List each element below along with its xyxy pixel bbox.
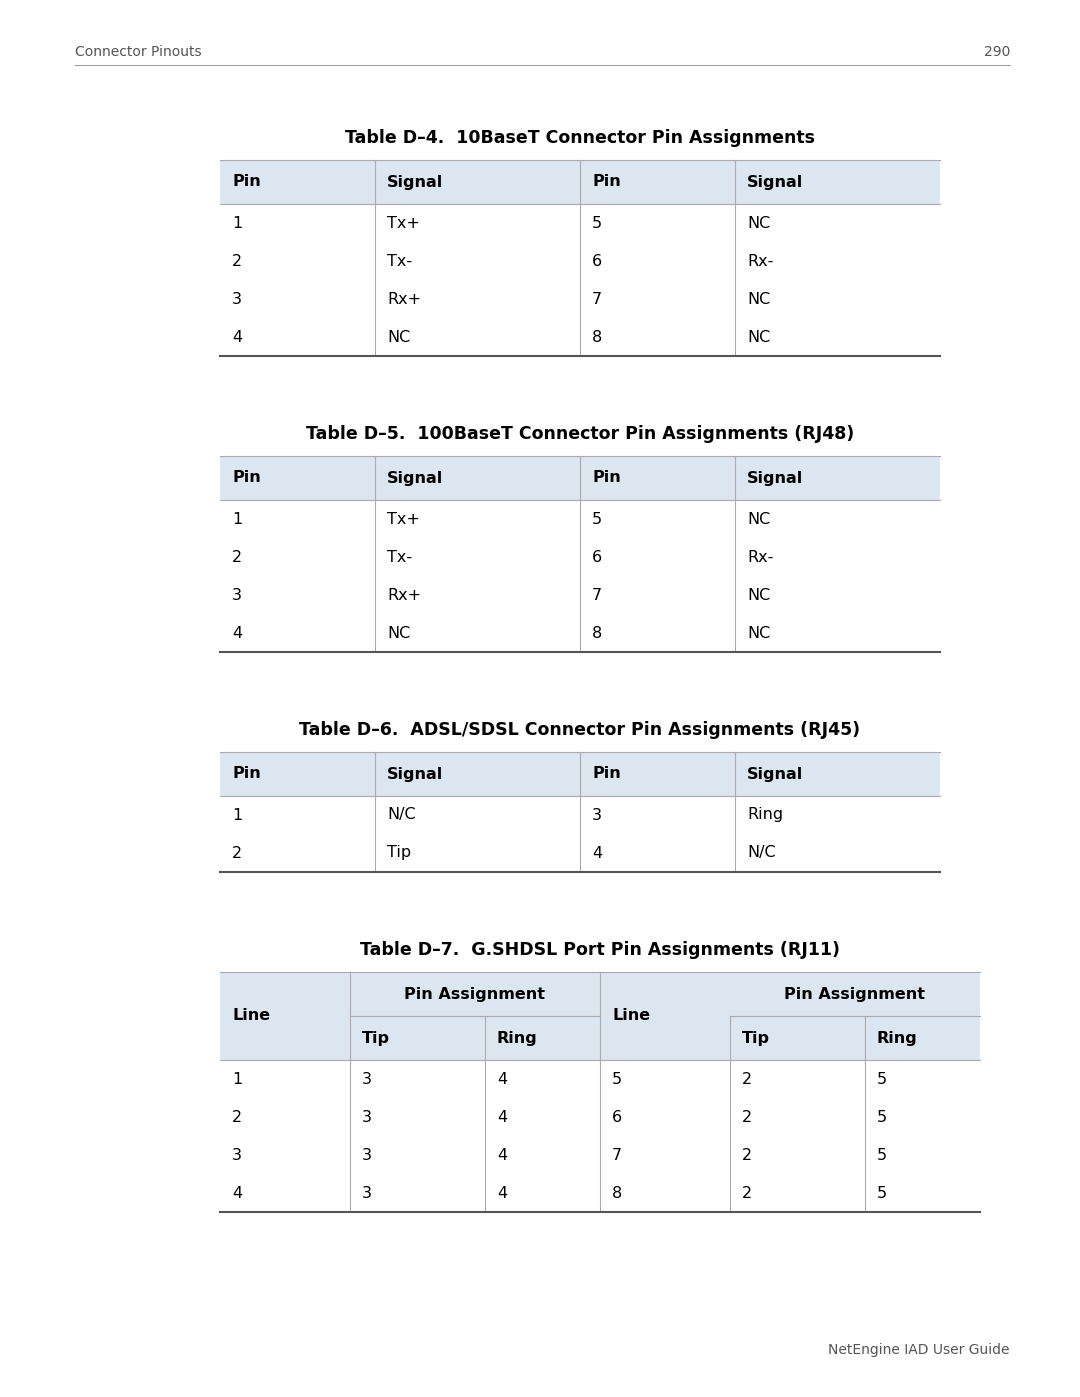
- Text: Ring: Ring: [747, 807, 783, 823]
- Text: 4: 4: [497, 1186, 508, 1200]
- Text: Pin: Pin: [232, 767, 260, 781]
- Text: Tip: Tip: [742, 1031, 770, 1045]
- Text: 290: 290: [984, 45, 1010, 59]
- Text: 1: 1: [232, 807, 242, 823]
- Text: Rx-: Rx-: [747, 253, 773, 268]
- Text: 2: 2: [742, 1147, 752, 1162]
- Text: 5: 5: [877, 1071, 887, 1087]
- Text: 1: 1: [232, 511, 242, 527]
- Text: Tip: Tip: [362, 1031, 390, 1045]
- Text: 5: 5: [877, 1186, 887, 1200]
- Text: 2: 2: [232, 845, 242, 861]
- Text: 4: 4: [232, 626, 242, 640]
- Text: NC: NC: [747, 215, 770, 231]
- Text: 5: 5: [612, 1071, 622, 1087]
- Text: Pin: Pin: [592, 767, 621, 781]
- Text: NC: NC: [747, 588, 770, 602]
- Text: Signal: Signal: [387, 175, 443, 190]
- Text: Connector Pinouts: Connector Pinouts: [75, 45, 202, 59]
- Text: 4: 4: [232, 330, 242, 345]
- Text: Ring: Ring: [497, 1031, 538, 1045]
- Text: Signal: Signal: [747, 471, 804, 486]
- Text: Table D–7.  G.SHDSL Port Pin Assignments (RJ11): Table D–7. G.SHDSL Port Pin Assignments …: [360, 942, 840, 958]
- Text: N/C: N/C: [747, 845, 775, 861]
- Text: 5: 5: [877, 1147, 887, 1162]
- Bar: [220, 161, 940, 204]
- Text: 2: 2: [742, 1109, 752, 1125]
- Text: Table D–4.  10BaseT Connector Pin Assignments: Table D–4. 10BaseT Connector Pin Assignm…: [345, 129, 815, 147]
- Text: Table D–5.  100BaseT Connector Pin Assignments (RJ48): Table D–5. 100BaseT Connector Pin Assign…: [306, 425, 854, 443]
- Text: Signal: Signal: [387, 767, 443, 781]
- Text: Signal: Signal: [387, 471, 443, 486]
- Text: NC: NC: [747, 330, 770, 345]
- Text: 3: 3: [362, 1186, 372, 1200]
- Text: 5: 5: [592, 215, 603, 231]
- Text: Pin Assignment: Pin Assignment: [405, 986, 545, 1002]
- Text: 3: 3: [232, 292, 242, 306]
- Text: 4: 4: [497, 1147, 508, 1162]
- Text: 6: 6: [592, 253, 603, 268]
- Text: 2: 2: [232, 549, 242, 564]
- Text: 5: 5: [592, 511, 603, 527]
- Bar: [220, 752, 940, 796]
- Text: 6: 6: [612, 1109, 622, 1125]
- Text: NC: NC: [387, 330, 410, 345]
- Text: Tx-: Tx-: [387, 253, 413, 268]
- Text: Tip: Tip: [387, 845, 411, 861]
- Text: Tx+: Tx+: [387, 511, 420, 527]
- Text: Rx-: Rx-: [747, 549, 773, 564]
- Text: 3: 3: [362, 1071, 372, 1087]
- Text: 4: 4: [592, 845, 603, 861]
- Text: 3: 3: [232, 588, 242, 602]
- Text: Tx+: Tx+: [387, 215, 420, 231]
- Text: 8: 8: [592, 626, 603, 640]
- Text: 1: 1: [232, 1071, 242, 1087]
- Text: NC: NC: [387, 626, 410, 640]
- Text: 2: 2: [742, 1186, 752, 1200]
- Text: 4: 4: [497, 1071, 508, 1087]
- Text: 7: 7: [612, 1147, 622, 1162]
- Text: Pin: Pin: [592, 471, 621, 486]
- Text: 3: 3: [362, 1109, 372, 1125]
- Text: Rx+: Rx+: [387, 292, 421, 306]
- Text: N/C: N/C: [387, 807, 416, 823]
- Text: Ring: Ring: [877, 1031, 918, 1045]
- Text: 4: 4: [232, 1186, 242, 1200]
- Text: 2: 2: [232, 253, 242, 268]
- Text: 4: 4: [497, 1109, 508, 1125]
- Text: 3: 3: [592, 807, 602, 823]
- Text: Rx+: Rx+: [387, 588, 421, 602]
- Text: 3: 3: [232, 1147, 242, 1162]
- Text: Pin: Pin: [232, 175, 260, 190]
- Text: Pin: Pin: [592, 175, 621, 190]
- Text: Pin Assignment: Pin Assignment: [784, 986, 926, 1002]
- Text: 3: 3: [362, 1147, 372, 1162]
- Text: Line: Line: [612, 1009, 650, 1024]
- Text: Tx-: Tx-: [387, 549, 413, 564]
- Bar: [220, 972, 980, 1060]
- Text: Signal: Signal: [747, 175, 804, 190]
- Text: Line: Line: [232, 1009, 270, 1024]
- Text: 7: 7: [592, 292, 603, 306]
- Text: 6: 6: [592, 549, 603, 564]
- Text: 1: 1: [232, 215, 242, 231]
- Text: 8: 8: [592, 330, 603, 345]
- Text: NC: NC: [747, 511, 770, 527]
- Text: NetEngine IAD User Guide: NetEngine IAD User Guide: [828, 1343, 1010, 1356]
- Text: 2: 2: [742, 1071, 752, 1087]
- Text: Signal: Signal: [747, 767, 804, 781]
- Text: 8: 8: [612, 1186, 622, 1200]
- Text: 7: 7: [592, 588, 603, 602]
- Text: NC: NC: [747, 292, 770, 306]
- Bar: [220, 455, 940, 500]
- Text: Pin: Pin: [232, 471, 260, 486]
- Text: Table D–6.  ADSL/SDSL Connector Pin Assignments (RJ45): Table D–6. ADSL/SDSL Connector Pin Assig…: [299, 721, 861, 739]
- Text: 5: 5: [877, 1109, 887, 1125]
- Text: NC: NC: [747, 626, 770, 640]
- Text: 2: 2: [232, 1109, 242, 1125]
